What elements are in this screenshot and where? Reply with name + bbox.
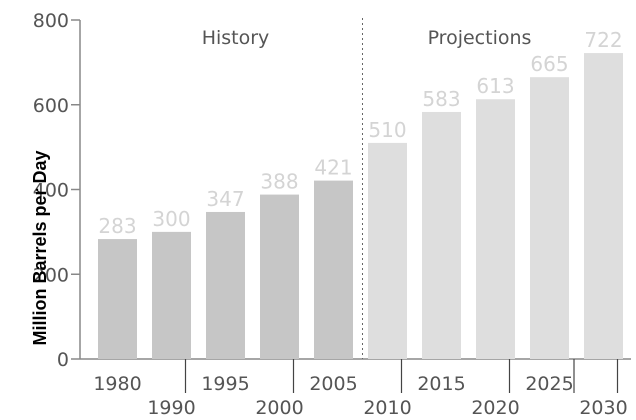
bar-value-labels: 283 300 347 388 421 510 583 613 665 722 — [98, 28, 622, 238]
bar-2000 — [260, 194, 299, 359]
y-tick-labels: 0 200 400 600 800 — [33, 10, 80, 371]
bar-1995 — [206, 211, 245, 359]
projections-section-label: Projections — [428, 27, 532, 49]
x-tick-label: 2000 — [255, 397, 303, 419]
y-tick-label: 200 — [33, 264, 69, 286]
bar-2005 — [314, 180, 353, 359]
bar-1990 — [152, 231, 191, 359]
bar-1980 — [98, 239, 137, 359]
y-tick-label: 0 — [57, 349, 69, 371]
x-tick-label: 2005 — [309, 373, 357, 395]
x-tick-label: 2020 — [471, 397, 519, 419]
bar-value-label: 722 — [584, 28, 622, 52]
bar-2010 — [368, 142, 407, 359]
y-axis-title: Million Barrels per Day — [30, 150, 50, 345]
x-tick-label: 1990 — [147, 397, 195, 419]
y-tick-label: 400 — [33, 180, 69, 202]
x-tick-label: 2030 — [579, 397, 627, 419]
bar-value-label: 583 — [422, 87, 460, 111]
bar-2020 — [476, 99, 515, 360]
bar-value-label: 300 — [152, 207, 190, 231]
y-tick-label: 800 — [33, 10, 69, 32]
x-tick-label: 2015 — [417, 373, 465, 395]
bars — [98, 53, 623, 360]
bar-value-label: 613 — [476, 74, 514, 98]
bar-value-label: 510 — [368, 118, 406, 142]
bar-2025 — [530, 77, 569, 360]
bar-2015 — [422, 111, 461, 359]
bar-value-label: 347 — [206, 187, 244, 211]
x-tick-label: 2025 — [525, 373, 573, 395]
bar-value-label: 665 — [530, 52, 568, 76]
x-tick-label: 2010 — [363, 397, 411, 419]
bar-value-label: 283 — [98, 214, 136, 238]
history-section-label: History — [202, 27, 270, 49]
x-tick-label: 1980 — [93, 373, 141, 395]
bar-value-label: 388 — [260, 170, 298, 194]
x-tick-labels: 1980 1990 1995 2000 2005 2010 2015 2020 2025 2030 — [93, 359, 628, 419]
bar-2030 — [584, 53, 623, 360]
bar-value-label: 421 — [314, 156, 352, 180]
y-tick-label: 600 — [33, 95, 69, 117]
x-tick-label: 1995 — [201, 373, 249, 395]
